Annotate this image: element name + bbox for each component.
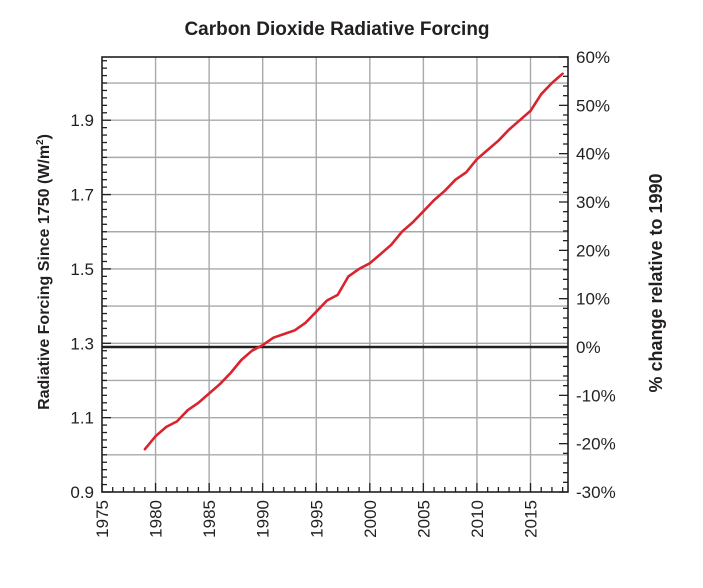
y2-tick-label: -10%	[576, 386, 616, 405]
y2-tick-label: 20%	[576, 241, 610, 260]
chart-title: Carbon Dioxide Radiative Forcing	[184, 19, 489, 40]
y-axis-label: Radiative Forcing Since 1750 (W/m2)	[35, 134, 53, 410]
x-tick-label: 2005	[414, 500, 433, 538]
y2-tick-label: -30%	[576, 483, 616, 502]
x-tick-label: 1980	[147, 500, 166, 538]
y2-tick-label: 30%	[576, 193, 610, 212]
plot-frame	[101, 56, 569, 493]
series-group	[143, 72, 564, 451]
x-tick-label: 1995	[307, 500, 326, 538]
axes: 1975 1980 1985 1990 1995 2000 2005 2010 2015 0.9 1…	[70, 48, 615, 538]
x-tick-label: 2015	[522, 500, 541, 538]
y-tick-label: 0.9	[70, 483, 94, 502]
x-tick-label: 1985	[200, 500, 219, 538]
y2-tick-label: 40%	[576, 145, 610, 164]
co2-forcing-series-line	[143, 72, 564, 451]
y2-tick-label: 0%	[576, 338, 601, 357]
y2-tick-label: 50%	[576, 96, 610, 115]
y2-tick-label: -20%	[576, 435, 616, 454]
y2-tick-label: 10%	[576, 290, 610, 309]
y-axis-label-close: )	[36, 134, 53, 139]
y-tick-label: 1.7	[70, 186, 94, 205]
y-tick-label: 1.9	[70, 111, 94, 130]
y-tick-label: 1.1	[70, 409, 94, 428]
y-tick-label: 1.3	[70, 334, 94, 353]
y-tick-label: 1.5	[70, 260, 94, 279]
y-axis-label-main: Radiative Forcing Since 1750 (W/m	[36, 145, 53, 410]
x-tick-label: 1990	[254, 500, 273, 538]
x-tick-label: 1975	[93, 500, 112, 538]
y2-tick-label: 60%	[576, 48, 610, 67]
y2-axis-label: % change relative to 1990	[646, 173, 666, 392]
x-tick-label: 2000	[361, 500, 380, 538]
x-tick-label: 2010	[468, 500, 487, 538]
grid	[102, 57, 568, 492]
y-axis-label-superscript: 2	[35, 139, 46, 145]
